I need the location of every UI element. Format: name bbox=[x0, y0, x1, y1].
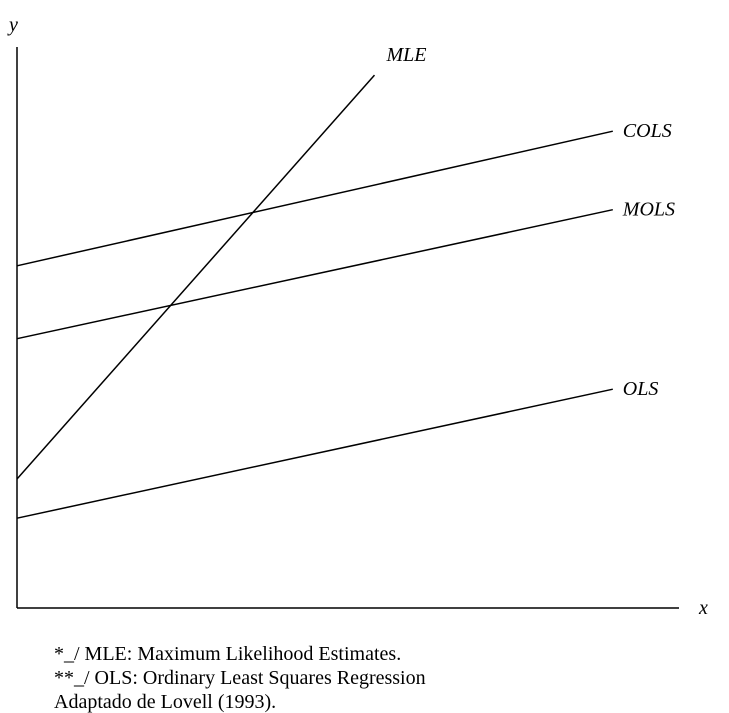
series-label-ols: OLS bbox=[623, 378, 659, 400]
series-line-mle bbox=[17, 75, 375, 479]
series-label-mols: MOLS bbox=[622, 199, 675, 221]
axes: y x bbox=[7, 14, 708, 619]
footnote-mle: *_/ MLE: Maximum Likelihood Estimates. bbox=[54, 644, 401, 664]
series-line-mols bbox=[17, 210, 613, 339]
series-line-ols bbox=[17, 389, 613, 518]
series-line-cols bbox=[17, 131, 613, 266]
series-layer: MLE COLS MOLS OLS bbox=[17, 44, 675, 518]
series-label-cols: COLS bbox=[623, 120, 672, 142]
series-label-mle: MLE bbox=[386, 44, 427, 66]
y-axis-label: y bbox=[7, 14, 18, 36]
footnote-ols: **_/ OLS: Ordinary Least Squares Regress… bbox=[54, 668, 426, 688]
x-axis-label: x bbox=[698, 597, 708, 619]
chart: y x MLE COLS MOLS OLS bbox=[0, 0, 729, 640]
source-note: Adaptado de Lovell (1993). bbox=[54, 692, 276, 712]
